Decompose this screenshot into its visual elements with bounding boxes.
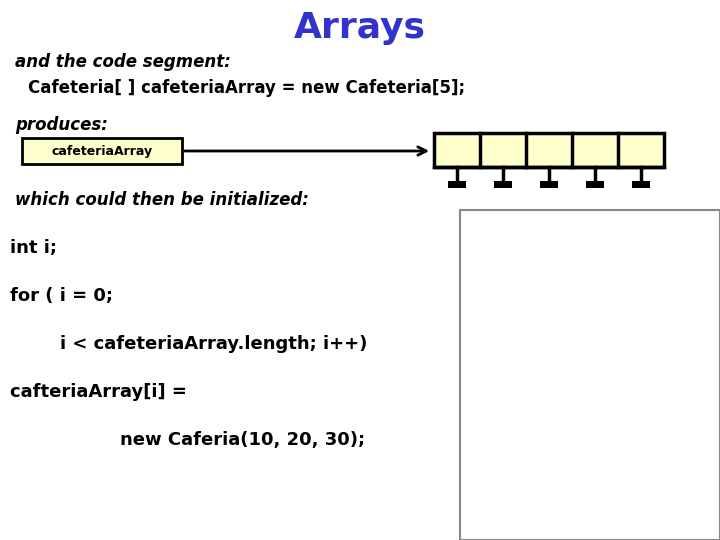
- Text: produces:: produces:: [15, 116, 108, 134]
- Text: and the code segment:: and the code segment:: [15, 53, 231, 71]
- Text: cafteriaArray[i] =: cafteriaArray[i] =: [10, 383, 187, 401]
- Bar: [540, 181, 558, 188]
- Bar: [632, 181, 650, 188]
- Text: which could then be initialized:: which could then be initialized:: [15, 191, 309, 209]
- Text: for ( i = 0;: for ( i = 0;: [10, 287, 113, 305]
- Bar: [460, 210, 720, 540]
- Bar: [22, 138, 182, 164]
- Text: Cafeteria[ ] cafeteriaArray = new Cafeteria[5];: Cafeteria[ ] cafeteriaArray = new Cafete…: [28, 79, 465, 97]
- Bar: [586, 181, 604, 188]
- Text: new Caferia(10, 20, 30);: new Caferia(10, 20, 30);: [70, 431, 365, 449]
- Bar: [448, 181, 466, 188]
- Bar: [434, 133, 664, 167]
- Text: i < cafeteriaArray.length; i++): i < cafeteriaArray.length; i++): [35, 335, 367, 353]
- Text: cafeteriaArray: cafeteriaArray: [51, 145, 153, 158]
- Text: int i;: int i;: [10, 239, 57, 257]
- Bar: [494, 181, 512, 188]
- Text: Arrays: Arrays: [294, 11, 426, 45]
